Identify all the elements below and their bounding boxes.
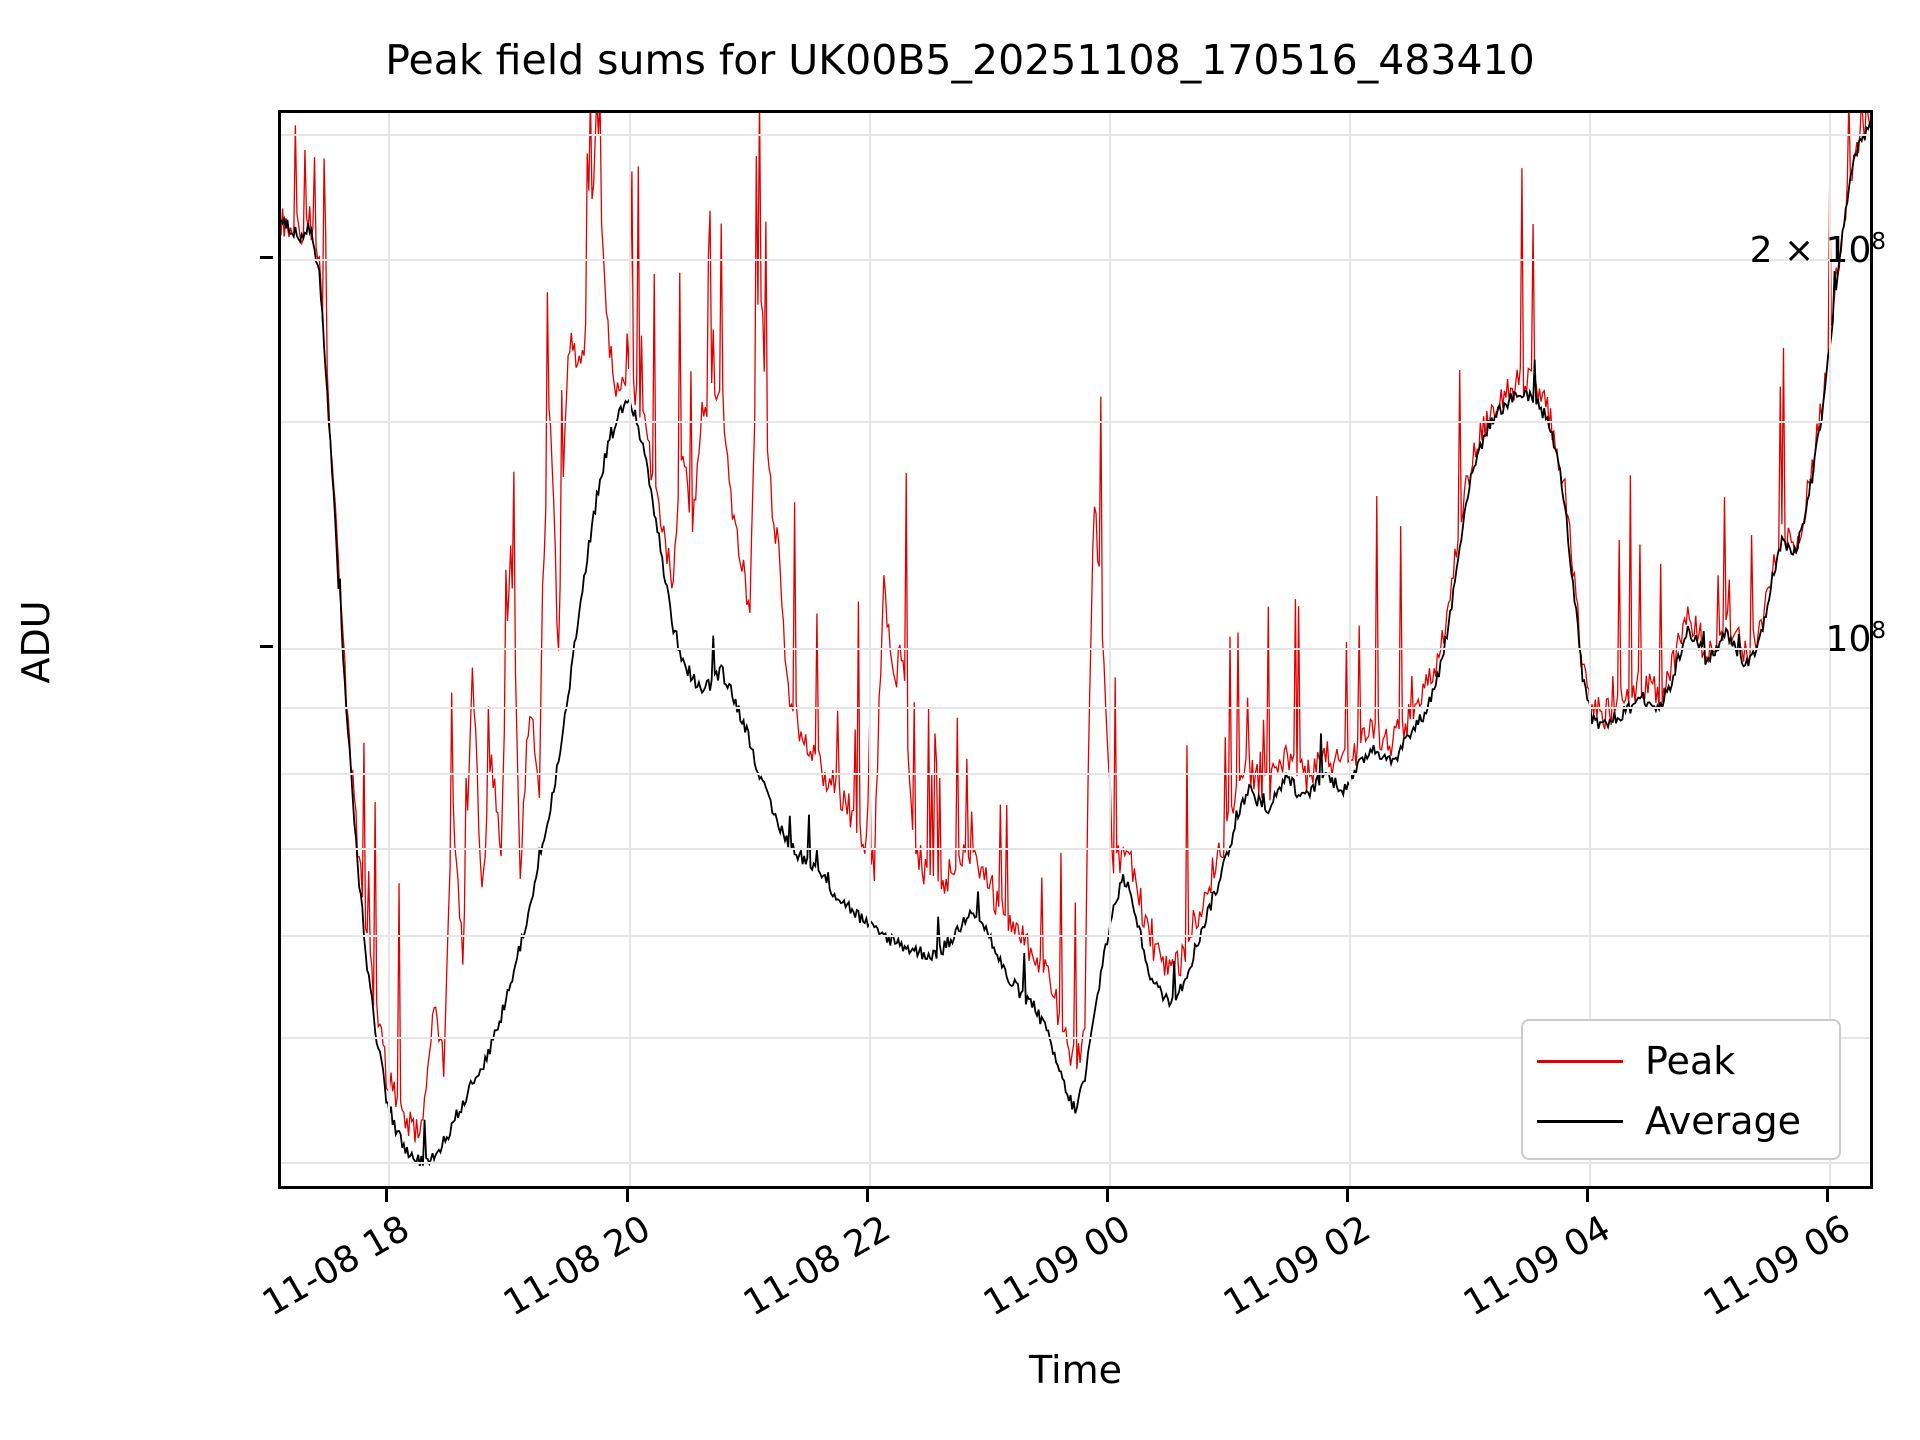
legend-label-average: Average	[1645, 1099, 1802, 1143]
y-axis-tick-label: 108	[1825, 618, 1886, 661]
x-axis-tick-label: 11-09 06	[1696, 1208, 1858, 1325]
legend-swatch-average	[1537, 1119, 1623, 1123]
x-axis-tick-mark	[1585, 1189, 1589, 1202]
gridline-horizontal-minor	[281, 773, 1870, 776]
gridline-vertical	[388, 113, 391, 1186]
plot-area	[278, 110, 1873, 1189]
x-axis-tick-label: 11-08 22	[736, 1208, 898, 1325]
gridline-horizontal-minor	[281, 707, 1870, 710]
legend-label-peak: Peak	[1645, 1039, 1736, 1083]
legend-item-average: Average	[1537, 1091, 1825, 1151]
gridline-horizontal-minor	[281, 1162, 1870, 1165]
x-axis-tick-mark	[1105, 1189, 1109, 1202]
gridline-horizontal-minor	[281, 134, 1870, 136]
series-line-peak	[281, 113, 1870, 1143]
series-canvas	[281, 113, 1870, 1167]
y-axis-tick-label: 2 × 108	[1749, 229, 1886, 272]
x-axis-tick-mark	[385, 1189, 389, 1202]
gridline-horizontal-minor	[281, 848, 1870, 851]
gridline-vertical	[1828, 113, 1831, 1186]
gridline-horizontal	[281, 648, 1870, 651]
x-axis-label: Time	[1029, 1348, 1122, 1392]
series-line-average	[281, 120, 1870, 1167]
x-axis-tick-label: 11-08 18	[256, 1208, 417, 1325]
legend-swatch-peak	[1537, 1059, 1623, 1063]
gridline-horizontal-minor	[281, 420, 1870, 423]
gridline-vertical	[628, 113, 631, 1186]
legend-item-peak: Peak	[1537, 1031, 1825, 1091]
x-axis-tick-mark	[625, 1189, 629, 1202]
x-axis-tick-mark	[1825, 1189, 1829, 1202]
x-axis-tick-label: 11-09 04	[1456, 1208, 1618, 1325]
gridline-horizontal-minor	[281, 1037, 1870, 1040]
x-axis-tick-mark	[1345, 1189, 1349, 1202]
gridline-vertical	[1108, 113, 1111, 1186]
gridline-vertical	[1588, 113, 1591, 1186]
y-axis-tick-mark	[260, 256, 273, 260]
gridline-vertical	[1348, 113, 1351, 1186]
gridline-horizontal-minor	[281, 934, 1870, 937]
gridline-vertical	[868, 113, 871, 1186]
x-axis-tick-mark	[865, 1189, 869, 1202]
y-axis-tick-mark	[260, 645, 273, 649]
gridline-horizontal	[281, 259, 1870, 262]
x-axis-tick-label: 11-08 20	[496, 1208, 657, 1325]
x-axis-tick-label: 11-09 00	[976, 1208, 1138, 1325]
chart-legend: Peak Average	[1521, 1019, 1841, 1160]
page-title: Peak field sums for UK00B5_20251108_1705…	[385, 36, 1535, 84]
x-axis-tick-label: 11-09 02	[1216, 1208, 1378, 1325]
y-axis-label: ADU	[14, 600, 58, 684]
